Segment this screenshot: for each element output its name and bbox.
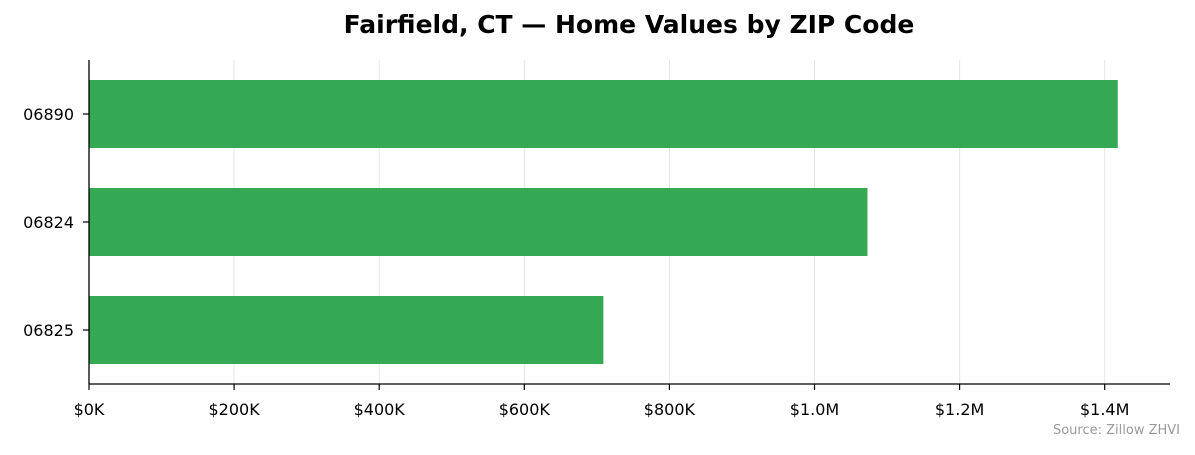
chart-title: Fairfield, CT — Home Values by ZIP Code bbox=[343, 10, 915, 39]
y-tick-label: 06890 bbox=[23, 105, 74, 124]
x-tick-label: $600K bbox=[499, 400, 551, 419]
bar-06825 bbox=[89, 296, 604, 364]
x-tick-label: $1.0M bbox=[790, 400, 839, 419]
source-note: Source: Zillow ZHVI bbox=[1052, 423, 1180, 438]
bar-06890 bbox=[89, 80, 1118, 148]
x-tick-label: $0K bbox=[74, 400, 105, 419]
y-tick-label: 06825 bbox=[23, 321, 74, 340]
x-tick-label: $400K bbox=[354, 400, 406, 419]
x-tick-label: $800K bbox=[644, 400, 696, 419]
ticks: $0K $200K $400K $600K $800K $1.0M $1.2M $1.4M 06… bbox=[23, 105, 1129, 419]
bars bbox=[89, 80, 1118, 364]
y-tick-label: 06824 bbox=[23, 213, 74, 232]
bar-06824 bbox=[89, 188, 868, 256]
x-tick-label: $1.2M bbox=[935, 400, 984, 419]
x-tick-label: $1.4M bbox=[1080, 400, 1129, 419]
x-tick-label: $200K bbox=[208, 400, 260, 419]
